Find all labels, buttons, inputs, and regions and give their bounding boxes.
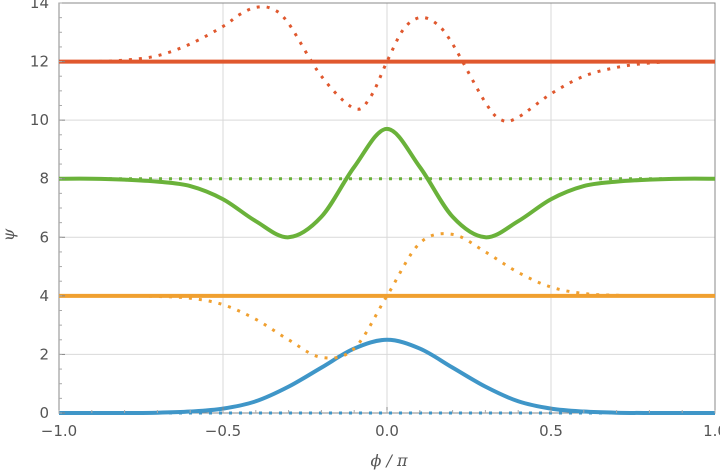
y-tick-label: 4 [39, 287, 49, 305]
series-line-1-solid [58, 337, 715, 416]
y-tick-label: 6 [39, 228, 49, 246]
y-tick-label: 0 [39, 404, 49, 422]
x-tick-label: 0.0 [375, 422, 399, 440]
x-axis-title: ϕ / π [371, 451, 408, 470]
y-tick-label: 8 [39, 170, 49, 188]
grid-lines [58, 2, 716, 414]
x-tick-label: −1.0 [41, 422, 77, 440]
x-tick-label: −0.5 [205, 422, 241, 440]
series-line-5-solid [58, 126, 716, 240]
y-tick-label: 12 [30, 53, 49, 71]
y-tick-label: 14 [30, 0, 49, 12]
x-axis-ticks: −1.0 −0.5 0.0 0.5 1.0 [41, 407, 720, 440]
x-tick-label: 0.5 [539, 422, 563, 440]
x-tick-label: 1.0 [703, 422, 720, 440]
series-group [58, 5, 716, 416]
y-axis-title: ψ [0, 228, 18, 241]
y-axis-ticks: 0 2 4 6 8 10 12 14 [30, 0, 65, 422]
y-tick-label: 10 [30, 111, 49, 129]
series-line-4-dotted [58, 232, 715, 360]
y-tick-label: 2 [39, 345, 49, 363]
